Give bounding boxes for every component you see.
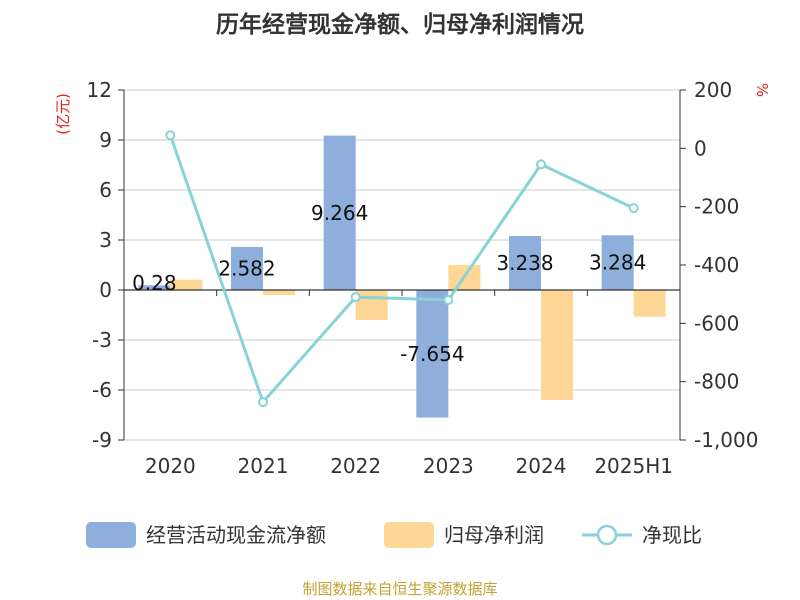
bar-operating-cash-flow (323, 135, 356, 290)
right-tick-label: -200 (694, 195, 739, 219)
x-tick-label: 2024 (516, 454, 567, 478)
x-tick-label: 2020 (145, 454, 196, 478)
ratio-point (350, 292, 361, 303)
left-axis: 12 9 6 3 0 -3 -6 -9 (87, 78, 125, 452)
legend-label-net-profit[interactable]: 归母净利润 (444, 523, 544, 547)
x-tick-label: 2021 (238, 454, 289, 478)
x-tick-label: 2022 (330, 454, 381, 478)
bar-net-profit (170, 279, 203, 290)
bar-operating-cash-flow (231, 246, 263, 290)
right-tick-label: 0 (694, 136, 707, 160)
right-tick-label: -400 (694, 253, 739, 277)
chart-title: 历年经营现金净额、归母净利润情况 (216, 11, 584, 38)
ratio-point (628, 203, 639, 214)
bar-operating-cash-flow (138, 285, 171, 290)
bar-operating-cash-flow (601, 235, 634, 290)
data-label-operating-cash-flow: 9.264 (311, 201, 368, 225)
bar-operating-cash-flow (509, 236, 541, 290)
legend-swatch-operating-cash-flow[interactable] (86, 522, 136, 548)
left-tick-label: -9 (92, 428, 112, 452)
right-tick-label: -600 (694, 311, 739, 335)
x-tick-label: 2023 (423, 454, 474, 478)
x-tick-label: 2025H1 (594, 454, 673, 478)
bar-net-profit (541, 290, 573, 400)
ratio-point (165, 130, 176, 141)
ratio-line-path (168, 134, 635, 406)
data-label-operating-cash-flow: 0.28 (132, 271, 177, 295)
data-labels: 0.28 2.582 9.264 -7.654 3.238 3.284 (132, 201, 646, 366)
bar-net-profit (633, 290, 666, 317)
bar-operating-cash-flow (416, 290, 449, 418)
ratio-point (443, 295, 454, 305)
bar-net-profit (263, 290, 295, 295)
legend-swatch-net-profit[interactable] (384, 522, 434, 548)
left-tick-label: 3 (99, 228, 112, 252)
ratio-point (258, 397, 268, 408)
right-tick-label: 200 (694, 78, 732, 102)
left-tick-label: 9 (99, 128, 112, 152)
data-label-operating-cash-flow: 3.284 (589, 251, 646, 275)
right-axis: 200 0 -200 -400 -600 -800 -1,000 (679, 78, 758, 452)
bars (138, 135, 666, 418)
right-tick-label: -800 (694, 370, 739, 394)
legend[interactable]: 经营活动现金流净额 归母净利润 净现比 (86, 522, 702, 548)
ratio-line (165, 130, 639, 408)
ratio-point (536, 159, 546, 170)
left-tick-label: -6 (92, 378, 112, 402)
source-note: 制图数据来自恒生聚源数据库 (302, 580, 497, 598)
legend-label-operating-cash-flow[interactable]: 经营活动现金流净额 (146, 523, 326, 547)
x-axis: 2020 2021 2022 2023 2024 2025H1 (123, 289, 681, 478)
data-label-operating-cash-flow: -7.654 (400, 342, 464, 366)
left-tick-label: 12 (87, 78, 112, 102)
legend-label-ratio[interactable]: 净现比 (642, 523, 702, 547)
legend-marker-ratio[interactable] (596, 524, 618, 546)
left-tick-label: 6 (99, 178, 112, 202)
right-axis-unit: % (753, 83, 771, 97)
data-label-operating-cash-flow: 2.582 (218, 256, 275, 280)
left-axis-unit: (亿元) (54, 93, 72, 135)
left-tick-label: 0 (99, 278, 112, 302)
left-tick-label: -3 (92, 328, 112, 352)
data-label-operating-cash-flow: 3.238 (496, 251, 553, 275)
bar-net-profit (355, 290, 388, 320)
right-tick-label: -1,000 (694, 428, 758, 452)
